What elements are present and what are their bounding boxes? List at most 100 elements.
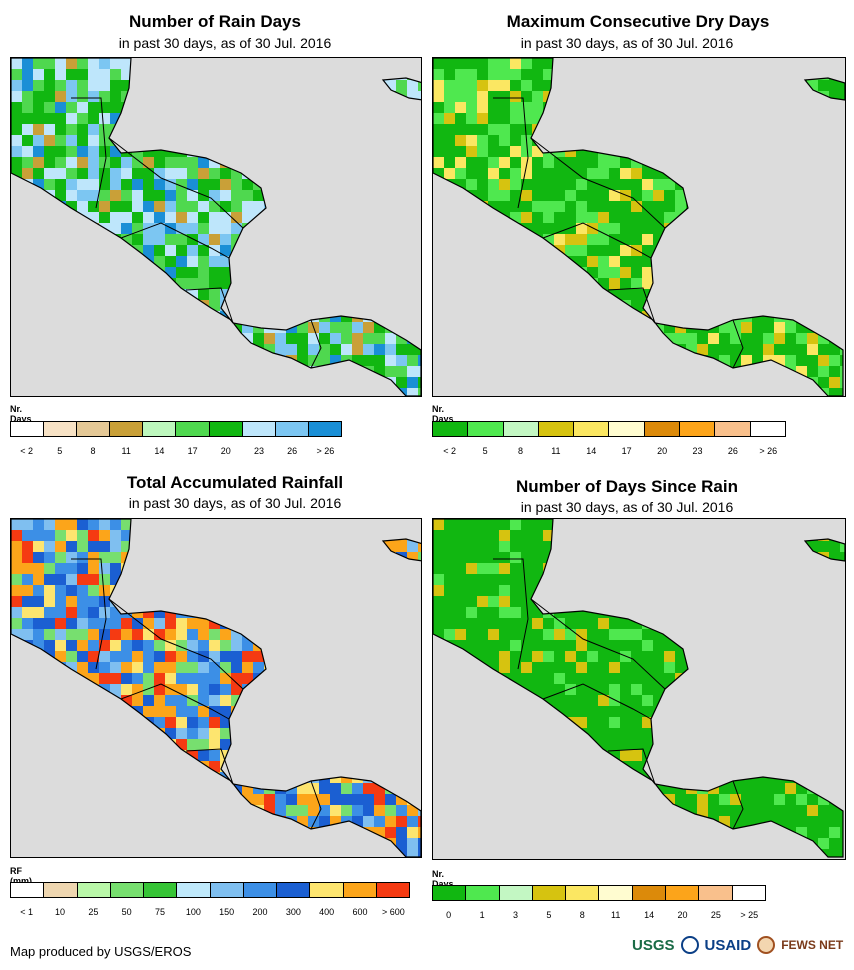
legend-label: 75 [154, 907, 166, 917]
legend-label: 11 [611, 910, 621, 920]
panel-subtitle: in past 30 days, as of 30 Jul. 2016 [128, 495, 342, 511]
legend-label: 14 [586, 446, 597, 456]
legend-label: 5 [57, 446, 63, 456]
legend-swatch [632, 886, 667, 900]
legend-swatch [599, 886, 633, 900]
legend-label: 0 [446, 910, 452, 920]
grid-cells [11, 58, 421, 396]
legend-swatch [210, 883, 244, 897]
coastline [803, 77, 845, 101]
map-canvas [433, 58, 845, 396]
country-border [71, 558, 107, 670]
legend-swatch [732, 886, 765, 900]
legend-label: > 25 [740, 910, 759, 920]
legend-label: 25 [710, 910, 721, 920]
fews-emblem-icon [757, 936, 776, 954]
legend-swatch [499, 886, 533, 900]
panel-title: Number of Days Since Rain [515, 477, 738, 496]
legend-swatch [242, 422, 276, 436]
country-border [120, 683, 230, 720]
legend-label: 10 [54, 907, 66, 917]
legend-label: 23 [692, 446, 703, 456]
grid-cells [433, 58, 845, 396]
legend-swatch [144, 883, 178, 897]
legend-swatch [715, 422, 751, 436]
country-border [310, 319, 322, 369]
legend-label: 23 [253, 446, 265, 456]
legend-unit: Nr. Days [432, 869, 454, 889]
coastline [11, 519, 421, 857]
credit-text: Map produced by USGS/EROS [10, 944, 192, 959]
agency-logos: USGS USAID FEWS NET [632, 932, 846, 958]
legend-swatch [275, 422, 309, 436]
panel-subtitle: in past 30 days, as of 30 Jul. 2016 [520, 35, 734, 51]
legend-labels: 0 1 3 5 8 11 14 20 25 > 25 [432, 910, 766, 922]
panel-title: Total Accumulated Rainfall [126, 473, 344, 492]
coastline [381, 538, 421, 562]
legend-label: 600 [352, 907, 368, 917]
map-canvas [433, 519, 845, 858]
legend-label: 20 [220, 446, 231, 456]
country-border [542, 683, 652, 720]
legend-bar [432, 885, 766, 901]
legend-swatch [376, 883, 409, 897]
legend-label: < 2 [443, 446, 457, 456]
coastline [381, 77, 421, 101]
legend-swatch [209, 422, 243, 436]
legend-swatch [468, 422, 504, 436]
legend-unit: Nr. Days [432, 404, 454, 424]
coastline [433, 58, 844, 396]
legend-labels: < 2 5 8 11 14 17 20 23 26 > 26 [10, 446, 342, 458]
legend-swatch [666, 886, 700, 900]
legend-swatch [11, 422, 45, 436]
legend-swatch [310, 883, 344, 897]
legend-label: 20 [677, 910, 688, 920]
legend-label: 14 [154, 446, 165, 456]
legend-swatch [44, 422, 78, 436]
legend-label: 26 [287, 446, 298, 456]
country-border [542, 222, 652, 259]
map-max-dry-days [432, 57, 846, 397]
legend-labels: < 1 10 25 50 75 100 150 200 300 400 600 > 600 [10, 907, 410, 919]
legend-bar [10, 882, 410, 898]
legend-swatch [433, 422, 469, 436]
country-border [530, 137, 666, 229]
legend-swatch [77, 422, 111, 436]
map-rain-days [10, 57, 422, 397]
legend-swatch [566, 886, 600, 900]
legend-label: 100 [185, 907, 201, 917]
country-border [607, 287, 656, 324]
legend-swatch [750, 422, 785, 436]
legend-swatch [466, 886, 500, 900]
usgs-logo: USGS [632, 936, 675, 954]
legend-swatch [433, 886, 467, 900]
legend-unit: Nr. Days [10, 404, 32, 424]
grid-cells [433, 519, 845, 857]
legend-label: 3 [512, 910, 519, 920]
legend-label: 400 [319, 907, 335, 917]
legend-swatch [699, 886, 733, 900]
legend-label: 1 [479, 910, 485, 920]
country-border [185, 287, 234, 324]
legend-label: 14 [644, 910, 655, 920]
legend-label: 26 [727, 446, 738, 456]
coastline [11, 58, 421, 396]
legend-label: > 600 [381, 907, 405, 917]
legend-label: 50 [121, 907, 132, 917]
legend-swatch [609, 422, 645, 436]
panel-title: Number of Rain Days [129, 12, 301, 31]
legend-unit: RF (mm) [10, 866, 32, 886]
country-border [607, 748, 656, 785]
legend-label: 17 [621, 446, 632, 456]
map-canvas [11, 58, 421, 396]
country-border [732, 319, 744, 369]
coastline [803, 538, 845, 562]
grid-cells [11, 519, 421, 857]
country-border [185, 748, 234, 785]
panel-title: Maximum Consecutive Dry Days [506, 12, 770, 31]
legend-swatch [503, 422, 539, 436]
legend-swatch [11, 883, 45, 897]
fews-net-logo: FEWS NET [781, 938, 844, 952]
panel-subtitle: in past 30 days, as of 30 Jul. 2016 [520, 499, 734, 515]
legend-swatch [44, 883, 78, 897]
